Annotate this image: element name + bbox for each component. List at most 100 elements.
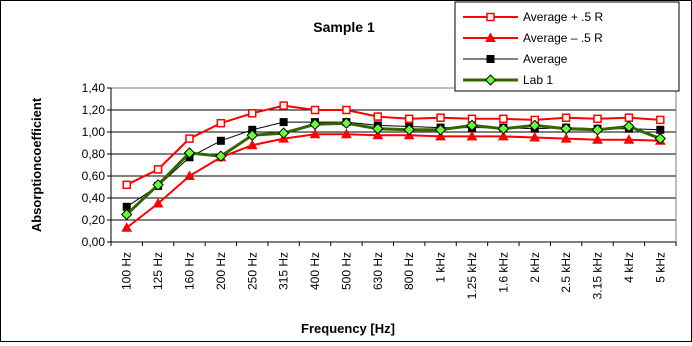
- x-tick-label: 315 Hz: [277, 252, 291, 290]
- legend-label: Average – .5 R: [523, 31, 603, 45]
- x-tick-label: 5 kHz: [653, 252, 667, 283]
- data-point: [248, 109, 257, 118]
- grid-lines: [111, 87, 676, 243]
- x-tick-label: 160 Hz: [182, 252, 196, 290]
- data-point: [184, 170, 195, 180]
- data-point: [372, 122, 384, 135]
- data-point: [656, 115, 665, 125]
- data-point: [623, 120, 635, 133]
- data-point: [560, 122, 572, 135]
- x-tick-label: 1.6 kHz: [496, 252, 510, 293]
- x-tick-label: 630 Hz: [371, 252, 385, 290]
- series-4: [120, 117, 667, 221]
- chart-title: Sample 1: [313, 19, 375, 35]
- data-point: [561, 113, 571, 122]
- legend-marker: [486, 55, 495, 63]
- legend-marker: [485, 32, 496, 42]
- data-point: [529, 119, 541, 132]
- x-tick-label: 800 Hz: [402, 252, 416, 290]
- x-tick-label: 2.5 kHz: [559, 252, 573, 293]
- y-tick-label: 1,00: [82, 125, 106, 139]
- data-point: [215, 150, 227, 162]
- y-tick-label: 1,40: [82, 81, 106, 95]
- data-point: [152, 179, 164, 191]
- data-point: [279, 101, 288, 110]
- data-point: [340, 117, 353, 129]
- data-point: [497, 122, 510, 135]
- data-point: [246, 129, 258, 142]
- y-axis-label: Absorptioncoefficient: [29, 97, 44, 232]
- legend-label: Lab 1: [523, 73, 553, 87]
- x-tick-label: 200 Hz: [214, 252, 228, 290]
- x-tick-label: 1 kHz: [434, 252, 448, 283]
- data-point: [404, 114, 414, 124]
- data-point: [152, 197, 164, 208]
- x-tick-label: 1.25 kHz: [465, 252, 479, 299]
- data-point: [216, 136, 225, 145]
- data-point: [403, 124, 415, 136]
- legend-label: Average: [523, 52, 568, 66]
- x-tick-label: 2 kHz: [528, 252, 542, 283]
- legend-entry: Average + .5 R: [463, 10, 603, 24]
- data-point: [623, 134, 635, 144]
- x-tick-label: 400 Hz: [308, 252, 322, 290]
- legend: Average + .5 R Average – .5 R Average Lab 1: [454, 1, 680, 92]
- data-point: [435, 130, 446, 141]
- data-point: [185, 134, 194, 143]
- data-point: [373, 112, 383, 121]
- x-tick-label: 500 Hz: [339, 252, 353, 290]
- legend-entry: Average: [463, 52, 568, 66]
- data-point: [341, 128, 352, 139]
- data-point: [434, 124, 447, 136]
- x-tick-label: 4 kHz: [622, 252, 636, 283]
- data-point: [466, 130, 478, 141]
- data-point: [121, 222, 133, 232]
- data-point: [120, 208, 133, 221]
- y-axis: 0,00 0,20 0,40 0,60 0,80 1,00 1,20 1,40: [82, 81, 112, 249]
- data-point: [310, 105, 320, 115]
- line-chart: Sample 1 0,00 0,20 0,40 0,60 0,80 1,00 1,20 1,4…: [29, 1, 680, 336]
- x-axis-label: Frequency [Hz]: [301, 321, 395, 336]
- data-point: [592, 134, 603, 144]
- y-tick-label: 0,20: [82, 213, 106, 227]
- y-tick-label: 0,60: [82, 169, 106, 183]
- data-point: [466, 119, 478, 132]
- x-axis: 100 Hz 125 Hz 160 Hz 200 Hz 250 Hz 315 Hz 400 …: [110, 241, 677, 299]
- series-2: [121, 128, 666, 232]
- data-point: [309, 118, 321, 131]
- data-point: [656, 125, 665, 134]
- legend-marker: [484, 74, 497, 86]
- series-1: [122, 101, 665, 190]
- x-tick-label: 100 Hz: [120, 252, 134, 290]
- data-point: [498, 130, 509, 141]
- x-tick-label: 125 Hz: [151, 252, 165, 290]
- y-tick-label: 0,80: [82, 147, 106, 161]
- data-point: [624, 113, 634, 122]
- data-point: [216, 118, 226, 128]
- data-point: [279, 118, 288, 127]
- legend-entry: Average – .5 R: [463, 31, 603, 45]
- data-point: [436, 113, 445, 122]
- series-line: [126, 104, 661, 186]
- data-point: [342, 105, 351, 115]
- legend-label: Average + .5 R: [523, 10, 603, 24]
- plot-area: [110, 87, 677, 243]
- x-tick-label: 250 Hz: [245, 252, 259, 290]
- data-point: [654, 132, 667, 145]
- data-point: [372, 129, 384, 140]
- series-layer: [120, 101, 667, 232]
- x-tick-label: 3.15 kHz: [591, 252, 605, 299]
- legend-entry: Lab 1: [463, 73, 553, 87]
- series-line: [126, 133, 661, 229]
- data-point: [183, 147, 196, 159]
- data-point: [122, 180, 131, 190]
- legend-marker: [486, 12, 495, 22]
- data-point: [591, 124, 604, 136]
- data-point: [153, 165, 163, 174]
- y-tick-label: 1,20: [82, 103, 106, 117]
- data-point: [593, 114, 602, 124]
- y-tick-label: 0,40: [82, 191, 106, 205]
- data-point: [277, 127, 290, 139]
- series-line: [125, 121, 661, 216]
